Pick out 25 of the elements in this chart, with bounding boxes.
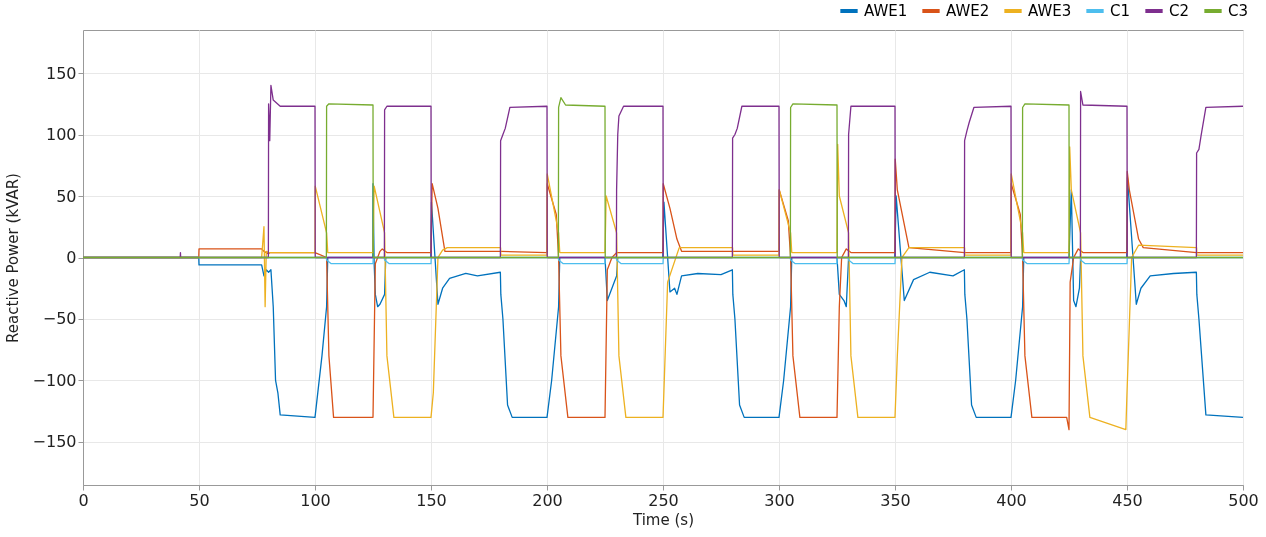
x-tick-label: 200	[532, 490, 563, 510]
x-tick-label: 150	[416, 490, 447, 510]
x-tick-label: 50	[189, 490, 210, 510]
x-tick-label: 100	[300, 490, 331, 510]
y-tick-label: 0	[66, 248, 77, 267]
legend-label: AWE3	[1028, 2, 1072, 20]
legend-label: AWE2	[946, 2, 990, 20]
y-tick-label: −150	[32, 432, 77, 452]
y-axis-title: Reactive Power (kVAR)	[3, 173, 22, 343]
y-tick-label: −50	[42, 309, 77, 329]
x-tick-label: 450	[1112, 490, 1143, 510]
x-tick-label: 500	[1228, 490, 1259, 510]
x-axis-title: Time (s)	[632, 510, 694, 529]
x-tick-label: 300	[764, 490, 795, 510]
x-tick-label: 250	[648, 490, 679, 510]
legend-label: AWE1	[864, 2, 908, 20]
legend-label: C3	[1228, 2, 1249, 20]
y-tick-label: 50	[56, 186, 77, 206]
y-tick-label: 100	[45, 125, 77, 145]
legend-label: C1	[1110, 2, 1131, 20]
legend-label: C2	[1169, 2, 1190, 20]
y-tick-label: 150	[45, 63, 77, 83]
y-tick-label: −100	[32, 370, 77, 390]
x-tick-label: 400	[996, 490, 1027, 510]
x-tick-label: 350	[880, 490, 911, 510]
